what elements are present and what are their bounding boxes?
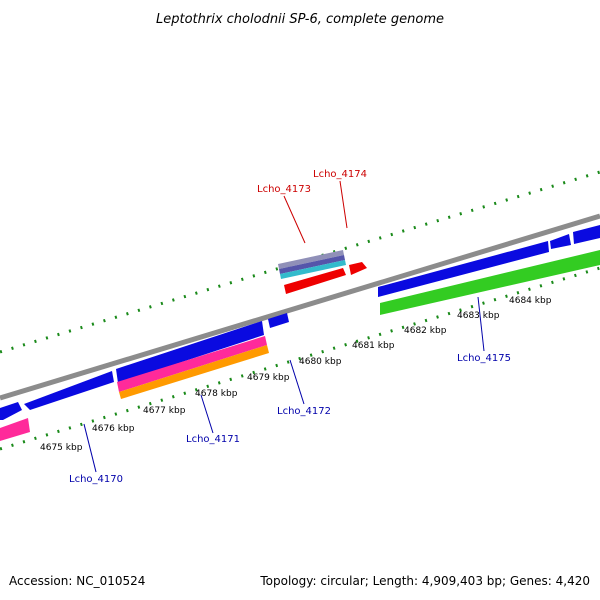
kbp-label: 4681 kbp — [352, 341, 395, 351]
genome-backbone — [0, 213, 600, 401]
leader-lcho-4170 — [83, 423, 97, 473]
kbp-label: 4680 kbp — [299, 357, 342, 367]
kbp-label: 4677 kbp — [143, 406, 186, 416]
feature-lcho-4173[interactable] — [284, 268, 346, 294]
feature-band-3 — [280, 260, 346, 279]
kbp-label: 4682 kbp — [404, 326, 447, 336]
track-orange — [119, 345, 269, 399]
kbp-label: 4675 kbp — [40, 443, 83, 453]
feature-band-2 — [279, 255, 345, 274]
feature-lcho-4174[interactable] — [349, 262, 367, 275]
genome-summary: Topology: circular; Length: 4,909,403 bp… — [259, 574, 590, 588]
kbp-label: 4679 kbp — [247, 373, 290, 383]
leader-lcho-4175 — [477, 296, 485, 352]
track-pink-left — [0, 418, 30, 441]
gene-label-lcho-4174[interactable]: Lcho_4174 — [313, 169, 367, 180]
kbp-label: 4678 kbp — [195, 389, 238, 399]
kbp-label: 4684 kbp — [509, 296, 552, 306]
gene-label-lcho-4171[interactable]: Lcho_4171 — [186, 434, 240, 445]
feature-cds-lcho-4170[interactable] — [24, 371, 114, 410]
feature-cds-right[interactable] — [573, 225, 600, 244]
accession-label: Accession: NC_010524 — [9, 574, 145, 588]
leader-lcho-4173 — [283, 195, 306, 244]
leader-lcho-4174 — [339, 180, 348, 229]
leader-lcho-4171 — [200, 394, 214, 434]
feature-cds-lcho-4175[interactable] — [378, 241, 549, 297]
feature-cds-lcho-4172[interactable] — [268, 313, 289, 328]
lower-ruler — [0, 266, 600, 451]
gene-label-lcho-4175[interactable]: Lcho_4175 — [457, 353, 511, 364]
feature-tracks — [0, 225, 600, 441]
kbp-label: 4683 kbp — [457, 311, 500, 321]
map-title: Leptothrix cholodnii SP-6, complete geno… — [156, 12, 444, 27]
gene-label-lcho-4173[interactable]: Lcho_4173 — [257, 184, 311, 195]
kbp-label: 4676 kbp — [92, 424, 135, 434]
feature-cds-lcho-4171[interactable] — [116, 321, 264, 383]
gene-label-lcho-4170[interactable]: Lcho_4170 — [69, 474, 123, 485]
feature-band-1 — [278, 250, 344, 269]
gene-label-lcho-4172[interactable]: Lcho_4172 — [277, 406, 331, 417]
feature-cds-left[interactable] — [0, 402, 22, 420]
track-green — [380, 250, 600, 315]
track-pink — [117, 336, 267, 392]
leader-lcho-4172 — [289, 359, 305, 405]
feature-cds-small[interactable] — [550, 234, 571, 249]
